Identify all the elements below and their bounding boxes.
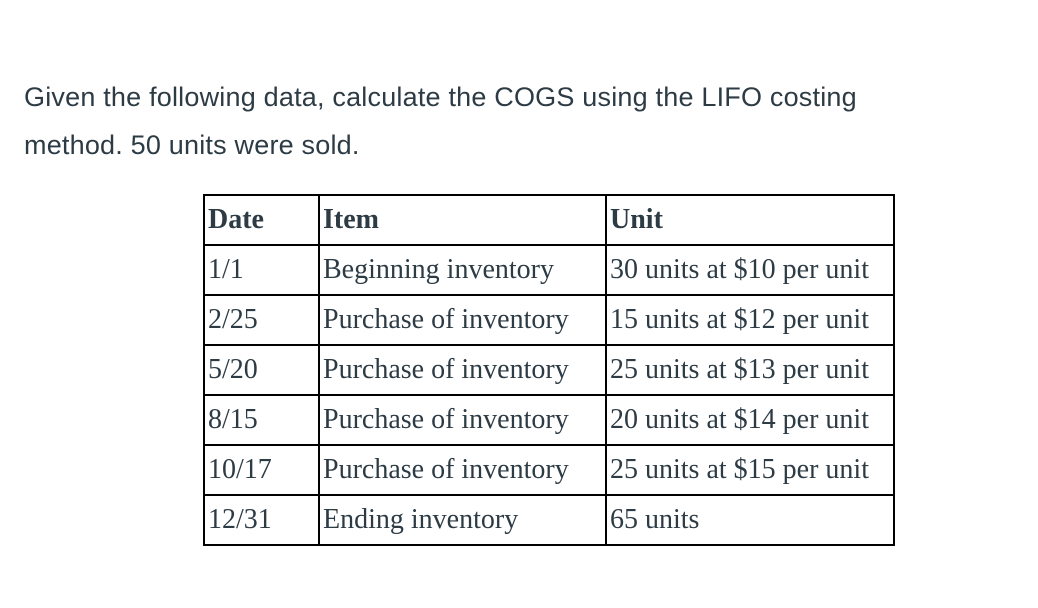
cell-item: Purchase of inventory <box>318 394 607 446</box>
cell-unit: 15 units at $12 per unit <box>605 294 895 346</box>
cell-date: 8/15 <box>203 394 320 446</box>
cell-date: 5/20 <box>203 344 320 396</box>
cell-unit: 25 units at $15 per unit <box>605 444 895 496</box>
question-text: Given the following data, calculate the … <box>24 73 857 169</box>
table-row: 1/1 Beginning inventory 30 units at $10 … <box>203 244 895 296</box>
question-text-line-2: method. 50 units were sold. <box>24 130 360 160</box>
table-row: 2/25 Purchase of inventory 15 units at $… <box>203 294 895 346</box>
table-row: 5/20 Purchase of inventory 25 units at $… <box>203 344 895 396</box>
cell-unit: 30 units at $10 per unit <box>605 244 895 296</box>
cell-unit: 20 units at $14 per unit <box>605 394 895 446</box>
cell-date: 12/31 <box>203 494 320 546</box>
cell-item: Ending inventory <box>318 494 607 546</box>
table-row: 8/15 Purchase of inventory 20 units at $… <box>203 394 895 446</box>
cell-date: 1/1 <box>203 244 320 296</box>
question-text-line-1: Given the following data, calculate the … <box>24 82 857 112</box>
inventory-table: Date Item Unit 1/1 Beginning inventory 3… <box>203 194 895 546</box>
cell-date: 2/25 <box>203 294 320 346</box>
cell-item: Purchase of inventory <box>318 344 607 396</box>
cell-date: 10/17 <box>203 444 320 496</box>
header-date: Date <box>203 194 320 246</box>
cell-item: Purchase of inventory <box>318 294 607 346</box>
cell-unit: 65 units <box>605 494 895 546</box>
cell-item: Beginning inventory <box>318 244 607 296</box>
cell-item: Purchase of inventory <box>318 444 607 496</box>
header-unit: Unit <box>605 194 895 246</box>
table-header-row: Date Item Unit <box>203 194 895 246</box>
header-item: Item <box>318 194 607 246</box>
table-row: 10/17 Purchase of inventory 25 units at … <box>203 444 895 496</box>
table-row: 12/31 Ending inventory 65 units <box>203 494 895 546</box>
cell-unit: 25 units at $13 per unit <box>605 344 895 396</box>
